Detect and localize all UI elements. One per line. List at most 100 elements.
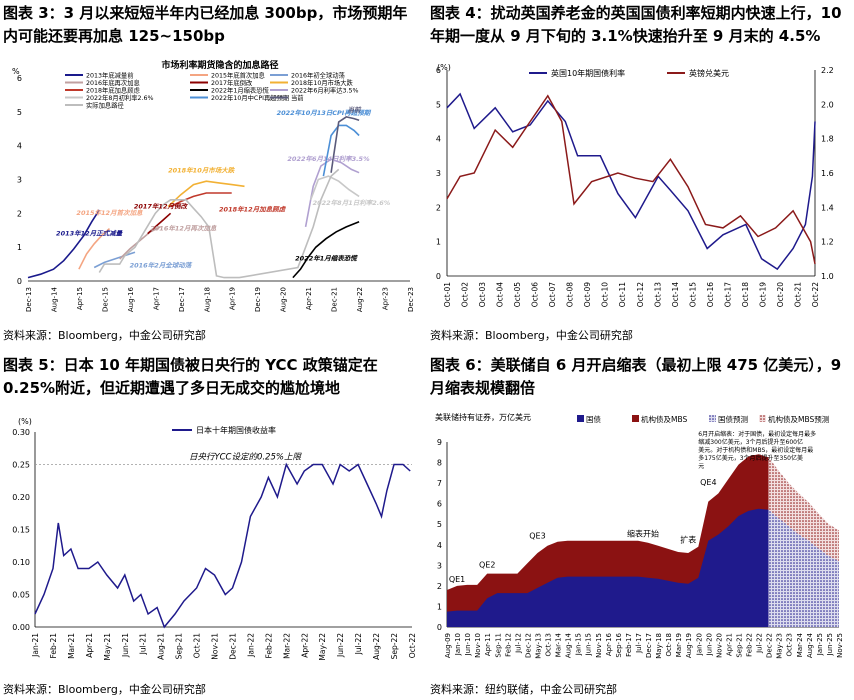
x-tick-label: Feb-21 bbox=[49, 633, 58, 659]
legend-label: 2018年底加息顾虑 bbox=[86, 86, 141, 95]
event-label: QE2 bbox=[479, 560, 495, 569]
y-right-tick-label: 1.8 bbox=[821, 135, 834, 144]
series-line bbox=[34, 462, 411, 629]
series-line bbox=[147, 212, 172, 235]
x-tick-label: Oct-21 bbox=[793, 282, 802, 307]
x-tick-label: Mar-21 bbox=[67, 633, 76, 659]
figure-5-panel: 图表 5：日本 10 年期国债被日央行的 YCC 政策锚定在 0.25%附近，但… bbox=[0, 352, 417, 697]
y-tick-label: 0.30 bbox=[12, 428, 30, 437]
series-line bbox=[27, 209, 100, 279]
x-tick-label: Jan-10 bbox=[454, 633, 462, 656]
annotation-label: 2016年2月全球动荡 bbox=[130, 261, 193, 269]
chart-inner-title: 市场利率期货隐含的加息路径 bbox=[161, 59, 278, 71]
annotation-label: 2018年10月市场大跌 bbox=[168, 167, 236, 175]
y-tick-label: 2 bbox=[17, 209, 22, 218]
y-tick-label: 0.00 bbox=[12, 623, 30, 632]
series-line bbox=[170, 192, 232, 208]
x-tick-label: Aug-20 bbox=[280, 287, 288, 312]
x-tick-label: Dec-19 bbox=[254, 287, 262, 312]
x-tick-label: Nov-25 bbox=[836, 633, 844, 658]
x-tick-label: Jul-22 bbox=[756, 633, 764, 654]
x-tick-label: May-21 bbox=[103, 633, 112, 661]
x-tick-label: Mar-22 bbox=[282, 633, 291, 659]
y-left-tick-label: 0 bbox=[436, 272, 441, 281]
legend-label: 机构债及MBS bbox=[641, 414, 687, 424]
x-tick-label: Sep-11 bbox=[494, 633, 502, 658]
x-tick-label: Mar-19 bbox=[675, 633, 683, 657]
y-axis-unit: (%) bbox=[18, 417, 32, 426]
note-line: 6月开启缩表：对于国债，最初设定每月最多 bbox=[698, 430, 816, 438]
y-left-tick-label: 3 bbox=[436, 169, 441, 178]
x-tick-label: Jul-17 bbox=[635, 633, 643, 654]
y-tick-label: 5 bbox=[437, 520, 442, 529]
event-label: 扩表 bbox=[680, 535, 696, 545]
x-tick-label: Oct-11 bbox=[618, 282, 627, 307]
figure-5-chart: (%) 0.00 0.05 0.10 0.15 0.20 0.25 0.30 日央行YCC设定的… bbox=[12, 417, 417, 661]
x-tick-label: Oct-18 bbox=[665, 633, 673, 657]
y-tick-label: 5 bbox=[17, 108, 22, 117]
x-tick-label: Apr-11 bbox=[484, 633, 492, 656]
x-tick-label: Jun-25 bbox=[826, 633, 834, 656]
legend-label: 国债 bbox=[586, 414, 601, 424]
legend-swatch bbox=[577, 415, 584, 422]
x-tick-label: Oct-02 bbox=[461, 282, 470, 307]
x-tick-label: Oct-20 bbox=[776, 282, 785, 307]
x-tick-label: Oct-14 bbox=[671, 282, 680, 307]
x-tick-label: Nov-15 bbox=[595, 633, 603, 658]
legend-label: 2018年10月市场大跌 bbox=[291, 78, 354, 87]
x-tick-label: Sep-22 bbox=[390, 633, 399, 660]
x-tick-label: Sep-21 bbox=[175, 633, 184, 660]
legend-label: 国债预测 bbox=[718, 414, 748, 424]
series-line bbox=[446, 92, 816, 271]
series-line bbox=[304, 158, 360, 228]
series-line bbox=[330, 116, 360, 173]
y-tick-label: 0 bbox=[17, 277, 22, 286]
note-line: 缩减300亿美元，3个月后提升至600亿 bbox=[698, 438, 803, 446]
legend-label: 2013年底减量前 bbox=[86, 71, 134, 80]
x-tick-label: Aug-09 bbox=[444, 633, 452, 658]
x-tick-label: Oct-06 bbox=[531, 282, 540, 307]
x-tick-label: Aug-14 bbox=[50, 286, 58, 312]
y-tick-label: 2 bbox=[437, 582, 442, 591]
y-tick-label: 6 bbox=[437, 500, 442, 509]
annotation-label: 2015年12月首次加息 bbox=[76, 209, 143, 217]
y-right-tick-label: 1.6 bbox=[821, 169, 834, 178]
x-tick-label: Jul-22 bbox=[354, 633, 363, 656]
x-tick-label: Feb-22 bbox=[746, 633, 754, 657]
legend-label: 2016年底再次加息 bbox=[86, 78, 140, 87]
figure-3-title: 图表 3：3 月以来短短半年内已经加息 300bp，市场预期年内可能还要再加息 … bbox=[3, 4, 408, 45]
series-line bbox=[322, 124, 360, 177]
legend-label: 英镑兑美元 bbox=[689, 68, 729, 78]
note-line: 多175亿美元，3个月后提升至350亿美 bbox=[698, 454, 803, 462]
x-tick-label: Oct-19 bbox=[758, 282, 767, 307]
legend-label: 实际加息路径 bbox=[86, 101, 124, 110]
figure-5-source: 资料来源：Bloomberg，中金公司研究部 bbox=[3, 683, 206, 696]
y-tick-label: 4 bbox=[17, 142, 22, 151]
x-tick-label: Jun-21 bbox=[121, 633, 130, 658]
x-tick-label: Aug-22 bbox=[372, 633, 381, 660]
figure-6-panel: 图表 6：美联储自 6 月开启缩表（最初上限 475 亿美元），9 月缩表规模翻… bbox=[427, 352, 844, 697]
x-tick-label: Aug-21 bbox=[157, 633, 166, 660]
x-tick-label: Jul-12 bbox=[514, 633, 522, 654]
treasury-area bbox=[447, 508, 769, 627]
legend-label: 2017年底倒改 bbox=[211, 78, 253, 87]
legend-label: 英国10年期国债利率 bbox=[551, 68, 625, 78]
x-tick-label: Apr-19 bbox=[229, 287, 237, 310]
annotation-label: 2016年12月再次加息 bbox=[150, 224, 217, 232]
x-tick-label: Oct-23 bbox=[786, 633, 794, 657]
y-axis-unit: 美联储持有证券，万亿美元 bbox=[435, 412, 531, 422]
series-line bbox=[119, 226, 161, 260]
y-right-tick-label: 2.2 bbox=[821, 66, 834, 75]
x-tick-label: Oct-22 bbox=[408, 633, 417, 658]
y-right-tick-label: 2.0 bbox=[821, 100, 834, 109]
x-tick-label: Apr-21 bbox=[85, 633, 94, 658]
note-line: 美元。对于机构债和MBS，最初设定每月最 bbox=[698, 446, 813, 454]
y-tick-label: 0.10 bbox=[12, 558, 30, 567]
series-line bbox=[98, 168, 340, 279]
annotation-label: 2018年12月加息顾虑 bbox=[219, 206, 287, 214]
y-tick-label: 4 bbox=[437, 541, 442, 550]
x-tick-label: Oct-03 bbox=[478, 282, 487, 307]
series-line bbox=[167, 180, 245, 208]
legend-label: 当前 bbox=[291, 93, 304, 102]
x-tick-label: Nov-21 bbox=[211, 633, 220, 660]
